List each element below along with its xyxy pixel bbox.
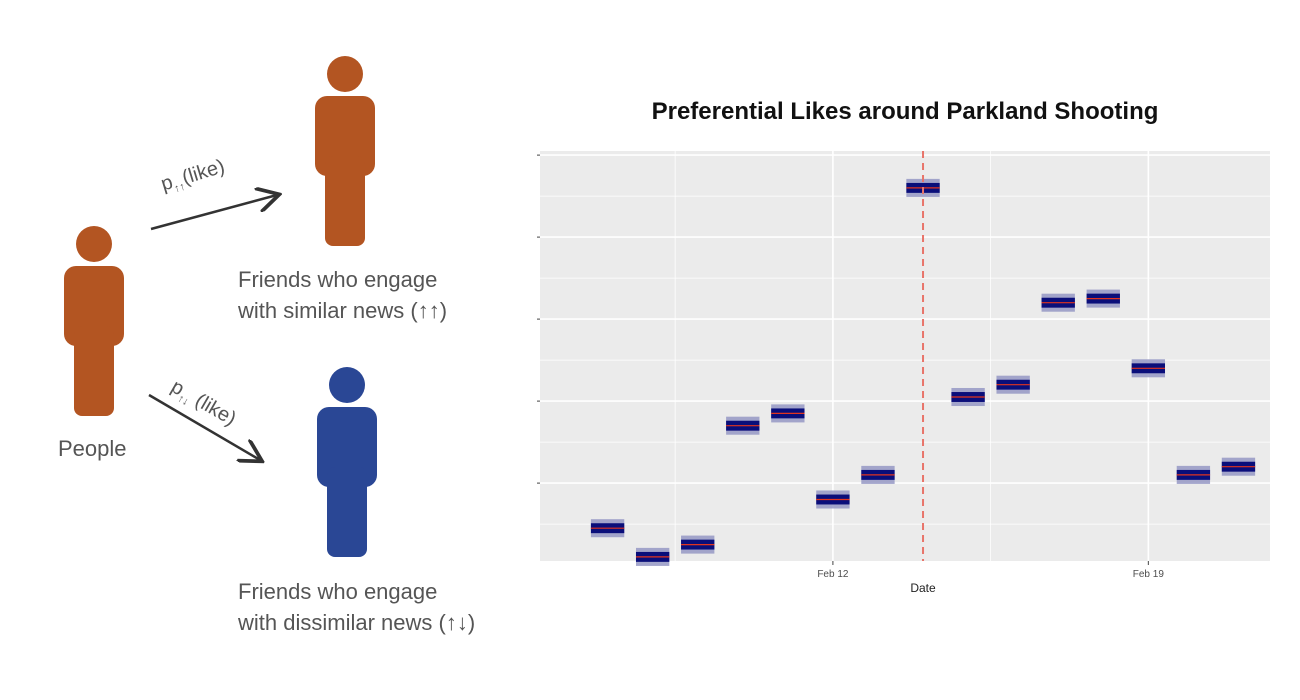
x-axis-label: Date (910, 581, 936, 595)
plot-panel (540, 151, 1270, 561)
people-label: People (58, 436, 127, 461)
caption-line: Friends who engage (238, 579, 438, 604)
arrow-icon (148, 393, 260, 460)
arrows (148, 180, 290, 470)
person-icon (315, 56, 375, 246)
person-icon (317, 367, 377, 557)
dissimilar-friends-caption: Friends who engage with dissimilar news … (238, 576, 475, 638)
caption-line: with similar news (↑↑) (238, 298, 448, 323)
caption-line: with dissimilar news (↑↓) (238, 610, 476, 635)
caption-line: Friends who engage (238, 267, 438, 292)
x-tick-label: Feb 12 (817, 569, 849, 580)
arrow-icon (150, 195, 277, 231)
x-tick-label: Feb 19 (1133, 569, 1165, 580)
person-icon (64, 226, 124, 416)
chart-title: Preferential Likes around Parkland Shoot… (651, 98, 1159, 125)
similar-friends-caption: Friends who engage with similar news (↑↑… (238, 264, 447, 326)
chart: Feb 12 Feb 19 Date (537, 151, 1270, 595)
